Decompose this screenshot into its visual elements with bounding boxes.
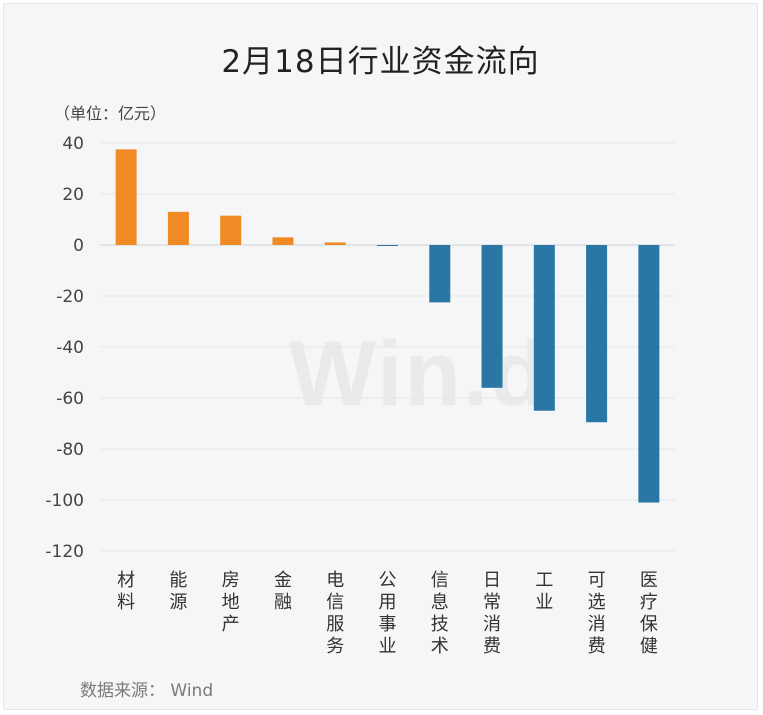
bar <box>115 149 137 245</box>
x-category-label: 保 <box>640 614 658 635</box>
y-tick-label: -80 <box>56 440 84 460</box>
y-tick-label: -120 <box>45 542 84 562</box>
bar <box>220 215 242 245</box>
x-category-label: 融 <box>274 592 292 613</box>
x-category-label: 技 <box>431 614 449 635</box>
x-category-label: 医 <box>640 570 658 591</box>
chart-frame: 2月18日行业资金流向 （单位：亿元） Win.d 数据来源： Wind <box>3 3 758 710</box>
x-category-label: 术 <box>431 636 449 657</box>
bar <box>586 245 608 423</box>
y-tick-label: -20 <box>56 287 84 307</box>
y-tick-label: -100 <box>45 491 84 511</box>
x-category-label: 能 <box>169 570 187 591</box>
unit-label: （单位：亿元） <box>54 104 167 123</box>
x-category-label: 业 <box>379 636 397 657</box>
bar <box>429 245 451 303</box>
x-category-label: 可 <box>588 570 606 591</box>
x-category-label: 健 <box>640 636 658 657</box>
bar <box>638 245 660 503</box>
bar <box>533 245 555 411</box>
x-category-label: 日 <box>483 570 501 591</box>
x-category-label: 金 <box>274 570 292 591</box>
x-category-label: 选 <box>588 592 606 613</box>
y-tick-label: -60 <box>56 389 84 409</box>
bar <box>167 211 189 245</box>
x-category-label: 料 <box>117 592 135 613</box>
bar <box>272 237 294 245</box>
wind-watermark: Win.d <box>289 323 549 425</box>
x-category-label: 消 <box>483 614 501 635</box>
x-category-label: 费 <box>588 636 606 657</box>
x-category-label: 电 <box>326 570 344 591</box>
x-category-label: 事 <box>379 614 397 635</box>
x-category-label: 消 <box>588 614 606 635</box>
y-tick-label: 20 <box>62 185 84 205</box>
x-category-label: 用 <box>379 592 397 613</box>
x-category-label: 工 <box>535 570 553 591</box>
chart-title: 2月18日行业资金流向 <box>221 44 540 80</box>
y-tick-label: 0 <box>73 236 84 256</box>
source-note: 数据来源： Wind <box>80 681 214 701</box>
x-category-label: 服 <box>326 614 344 635</box>
x-category-label: 常 <box>483 592 501 613</box>
x-category-label: 息 <box>431 592 449 613</box>
bar <box>324 242 346 245</box>
x-category-label: 务 <box>326 636 344 657</box>
y-tick-label: -40 <box>56 338 84 358</box>
x-category-label: 信 <box>431 570 449 591</box>
bar <box>481 245 503 388</box>
x-category-label: 疗 <box>640 592 658 613</box>
x-category-label: 地 <box>222 592 240 613</box>
x-category-label: 费 <box>483 636 501 657</box>
x-category-label: 公 <box>379 570 397 591</box>
x-category-label: 源 <box>169 592 187 613</box>
x-category-label: 材 <box>117 570 135 591</box>
x-category-label: 信 <box>326 592 344 613</box>
x-category-label: 房 <box>222 570 240 591</box>
x-category-label: 业 <box>535 592 553 613</box>
y-tick-label: 40 <box>62 134 84 154</box>
bar <box>377 245 398 246</box>
x-category-label: 产 <box>222 614 240 635</box>
